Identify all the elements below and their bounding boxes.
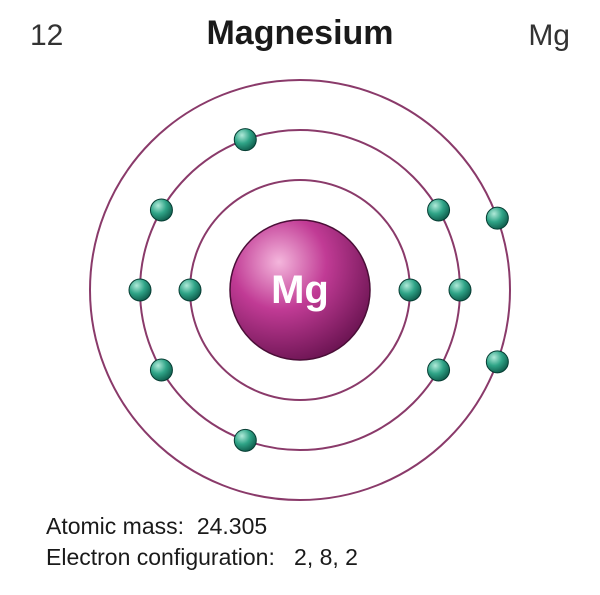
electron-shell3-2 [486,351,508,373]
atomic-mass-label: Atomic mass: [46,513,184,539]
footer: Atomic mass: 24.305 Electron configurati… [46,511,358,573]
electron-shell2-8 [234,129,256,151]
electron-shell2-7 [150,199,172,221]
electron-config-value: 2, 8, 2 [294,544,358,570]
electron-shell1-1 [399,279,421,301]
electron-shell1-2 [179,279,201,301]
atomic-mass-row: Atomic mass: 24.305 [46,511,358,542]
electron-shell3-1 [486,207,508,229]
electron-shell2-1 [428,199,450,221]
atomic-number: 12 [30,19,63,53]
element-symbol-header: Mg [528,19,570,53]
electron-shell2-4 [234,429,256,451]
header: 12 Magnesium Mg [0,14,600,54]
electron-shell2-2 [449,279,471,301]
electron-shell2-3 [428,359,450,381]
electron-shell2-5 [150,359,172,381]
electron-config-label: Electron configuration: [46,544,275,570]
electron-shell2-6 [129,279,151,301]
bohr-diagram: Mg [70,60,530,520]
atomic-mass-value: 24.305 [197,513,267,539]
element-name: Magnesium [206,14,393,53]
electron-config-row: Electron configuration: 2, 8, 2 [46,542,358,573]
nucleus-label: Mg [271,268,329,312]
bohr-svg: Mg [70,60,530,520]
